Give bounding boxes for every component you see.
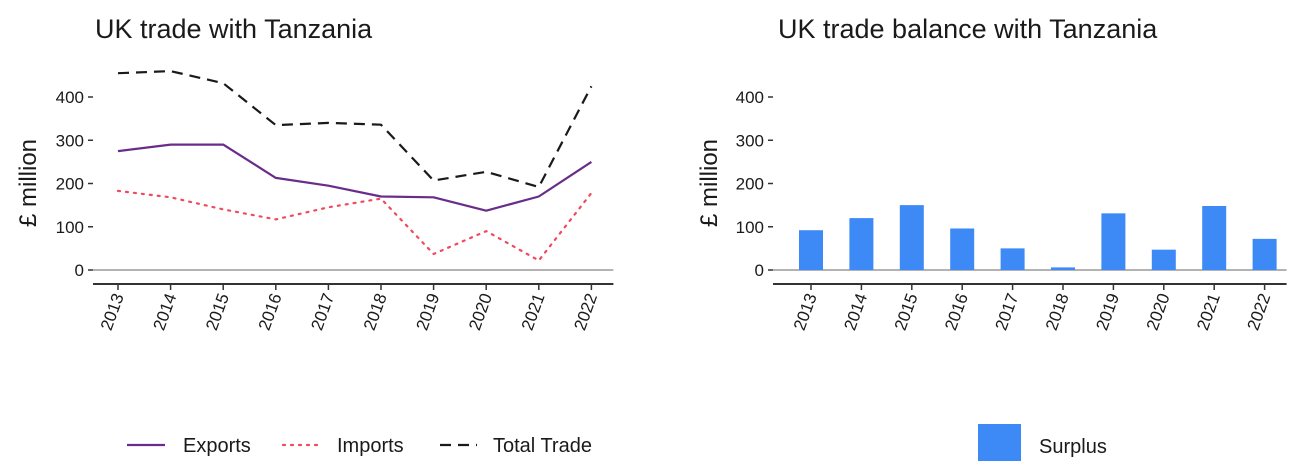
right-x-tick-label: 2019 — [1092, 291, 1123, 333]
right-x-tick-label: 2021 — [1193, 291, 1224, 333]
bar-2019 — [1101, 213, 1126, 270]
left-x-tick-label: 2015 — [202, 291, 233, 333]
right-legend: Surplus — [978, 424, 1107, 461]
legend-label-exports: Exports — [183, 435, 251, 457]
bar-2017 — [1000, 248, 1025, 270]
right-chart-title: UK trade balance with Tanzania — [778, 14, 1158, 44]
left-y-tick-label: 200 — [56, 175, 84, 194]
right-plot-area: 0 100 200 300 400 2013 2014 2015 2016 2017 2018 201… — [736, 88, 1287, 333]
legend-key-surplus — [978, 424, 1021, 461]
left-x-tick-label: 2019 — [413, 291, 444, 333]
left-x-tick-label: 2016 — [255, 291, 286, 333]
bar-2015 — [899, 205, 924, 270]
right-x-tick-label: 2018 — [1042, 291, 1073, 333]
left-x-tick-label: 2017 — [307, 291, 338, 333]
left-legend: Exports Imports Total Trade — [127, 435, 592, 457]
left-y-tick-label: 400 — [56, 88, 84, 107]
right-y-tick-label: 300 — [736, 131, 764, 150]
series-line-exports — [117, 143, 593, 212]
left-x-tick-label: 2014 — [150, 291, 181, 333]
bar-2021 — [1202, 205, 1227, 270]
left-y-axis-label: £ million — [15, 139, 42, 227]
bar-2020 — [1151, 249, 1176, 270]
bar-2016 — [950, 228, 975, 270]
series-line-total-trade — [117, 69, 593, 189]
bar-2014 — [849, 218, 874, 270]
right-y-axis-label: £ million — [696, 139, 723, 227]
right-y-tick-label: 400 — [736, 88, 764, 107]
left-plot-area: 0 100 200 300 400 2013 2014 2015 2016 2017 2018 201… — [56, 69, 614, 333]
right-x-tick-label: 2017 — [992, 291, 1023, 333]
right-x-tick-label: 2016 — [941, 291, 972, 333]
legend-label-total-trade: Total Trade — [493, 435, 592, 457]
bar-2013 — [799, 230, 823, 270]
right-y-tick-label: 0 — [755, 261, 764, 280]
right-x-tick-label: 2014 — [840, 291, 871, 333]
series-line-imports — [116, 189, 593, 262]
left-y-tick-label: 100 — [56, 218, 84, 237]
legend-label-imports: Imports — [337, 435, 404, 457]
legend-label-surplus: Surplus — [1039, 436, 1107, 458]
right-x-tick-label: 2013 — [790, 291, 821, 333]
right-y-tick-label: 200 — [736, 175, 764, 194]
left-x-tick-label: 2020 — [465, 291, 496, 333]
left-x-tick-label: 2018 — [360, 291, 391, 333]
right-x-tick-label: 2022 — [1244, 291, 1275, 333]
bar-2022 — [1252, 238, 1277, 270]
left-y-tick-label: 0 — [75, 261, 84, 280]
left-y-tick-label: 300 — [56, 131, 84, 150]
right-y-tick-label: 100 — [736, 218, 764, 237]
right-x-tick-label: 2020 — [1143, 291, 1174, 333]
left-x-tick-label: 2022 — [570, 291, 601, 333]
left-x-tick-label: 2013 — [97, 291, 128, 333]
left-chart-title: UK trade with Tanzania — [95, 14, 373, 44]
right-x-tick-label: 2015 — [891, 291, 922, 333]
left-x-tick-label: 2021 — [518, 291, 549, 333]
bar-2018 — [1051, 267, 1075, 270]
